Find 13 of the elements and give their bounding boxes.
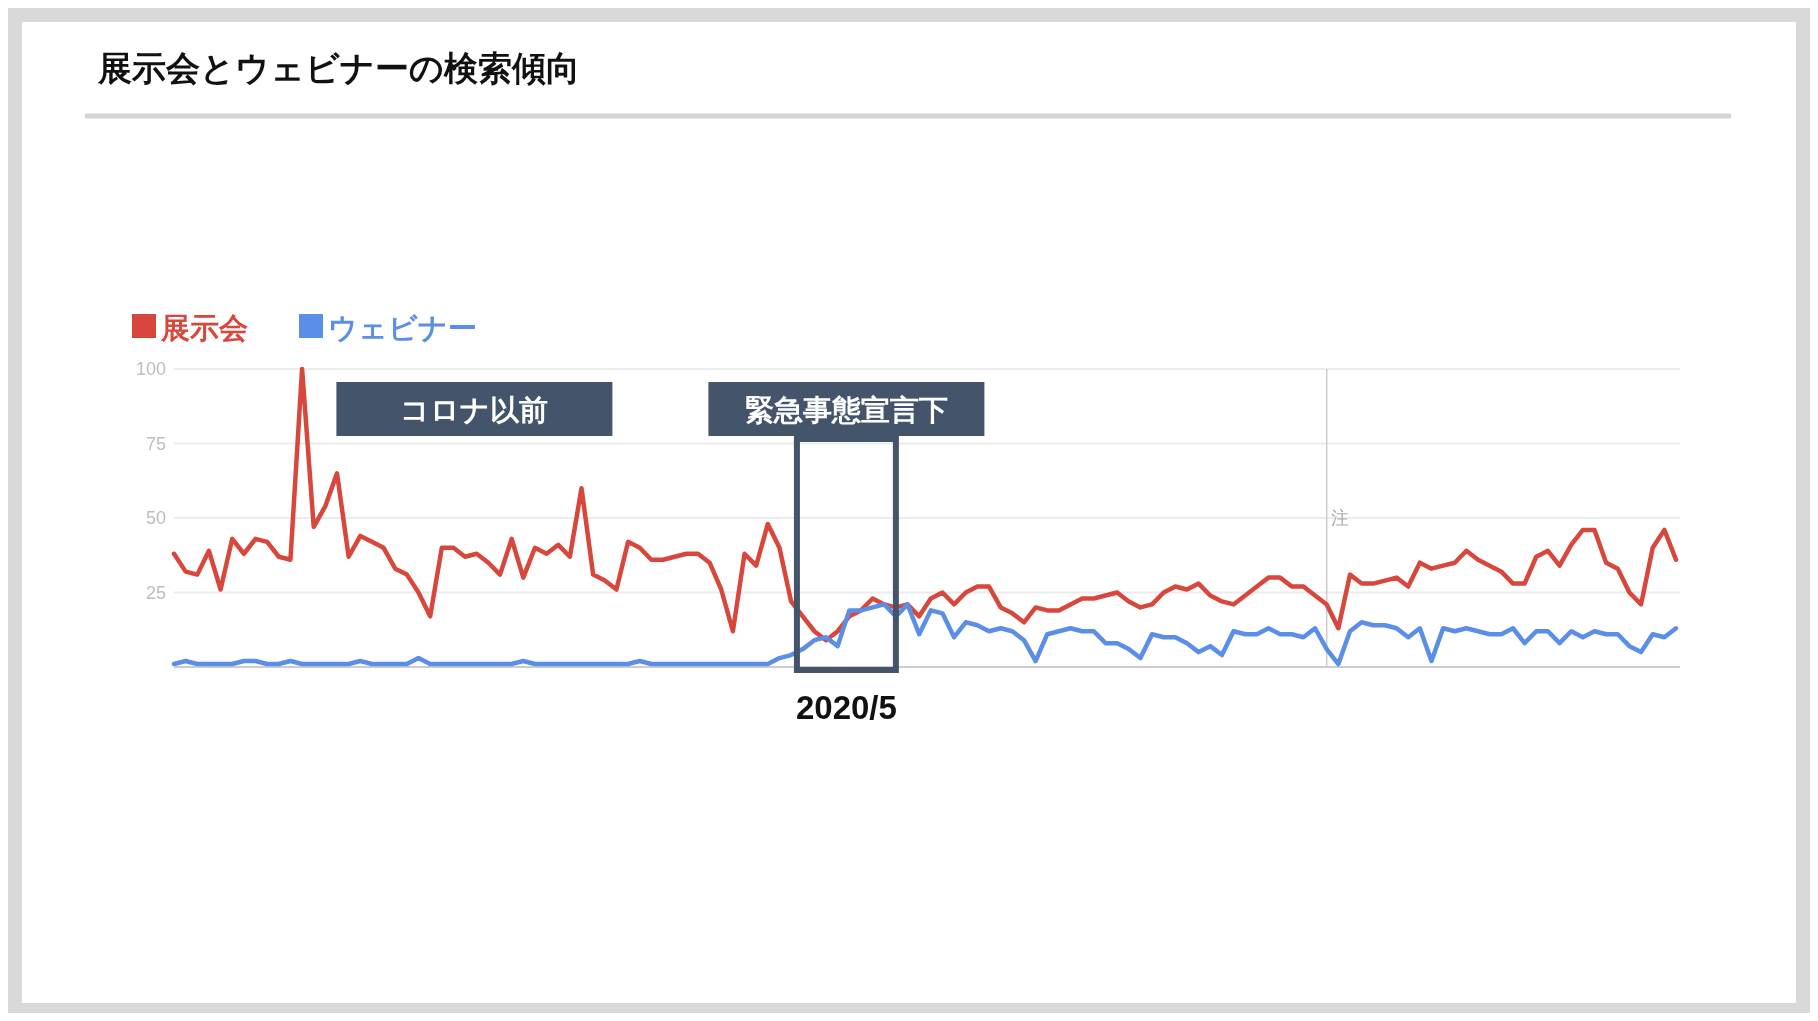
- y-tick-label: 50: [145, 508, 166, 528]
- y-tick-label: 25: [145, 582, 166, 603]
- annotation: コロナ以前: [400, 393, 549, 427]
- line-series: [171, 366, 1679, 643]
- annotation: 緊急事態宣言下: [744, 393, 948, 427]
- annotation: 注: [1330, 506, 1349, 528]
- legend-label: 展示会: [160, 311, 248, 345]
- legend-label: ウェビナー: [328, 311, 477, 345]
- chart-title: 展示会とウェビナーの検索傾向: [97, 48, 580, 88]
- line-series: [171, 602, 1679, 667]
- y-tick-label: 100: [135, 359, 166, 379]
- y-tick-label: 75: [145, 433, 166, 454]
- text: 2020/5: [795, 689, 897, 726]
